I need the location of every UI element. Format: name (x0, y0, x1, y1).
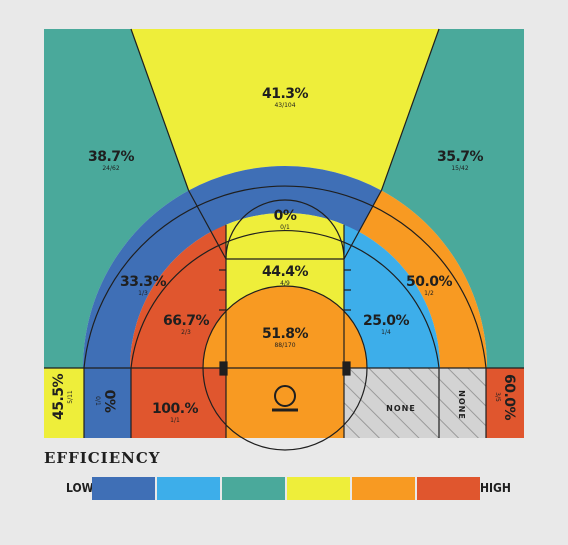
zone-made-attempts: 2/3 (181, 329, 191, 336)
zone-percentage: 44.4% (262, 264, 309, 280)
restricted-circle (202, 285, 368, 451)
zone-percentage: 41.3% (262, 86, 309, 102)
zone-percentage: 0% (101, 390, 117, 413)
legend-swatch-2 (157, 477, 220, 500)
zone-right-corner-three (486, 368, 524, 438)
zone-label-right-wing-three: 35.7%15/42 (437, 149, 484, 172)
zone-made-attempts: 1/4 (381, 329, 391, 336)
zone-right-mid-range (344, 224, 440, 368)
legend-swatch-1 (92, 477, 155, 500)
zone-made-attempts: 0/1 (280, 224, 290, 231)
zone-label-right-corner-three: 60.0%3/5 (494, 374, 517, 421)
zone-label-left-short-baseline: 100.%1/1 (152, 401, 199, 424)
zone-percentage: 0% (274, 208, 297, 224)
zone-left-corner-three (44, 368, 84, 438)
zone-percentage: 45.5% (51, 373, 67, 420)
zone-made-attempts: 88/170 (274, 342, 295, 349)
zone-made-attempts: 1/2 (424, 290, 434, 297)
zone-made-attempts: 24/62 (102, 165, 119, 172)
zone-percentage: 38.7% (88, 149, 135, 165)
zone-label-left-corner-three: 45.5% 5/11 (51, 373, 74, 420)
hoop-icon (274, 385, 296, 407)
zone-label-top-three: 41.3%43/104 (262, 86, 309, 109)
zone-percentage: 25.0% (363, 313, 410, 329)
zone-made-attempts: 43/104 (274, 102, 295, 109)
lane-lines (225, 258, 345, 438)
zone-left-mid-range (130, 224, 226, 368)
zone-percentage: NONE (386, 404, 416, 413)
zone-percentage: 33.3% (120, 274, 167, 290)
zone-label-top-long-two: 0%0/1 (274, 208, 298, 231)
zone-label-left-elbow-long-two: 33.3%1/3 (120, 274, 167, 297)
zone-right-short-baseline (344, 368, 439, 438)
legend-swatch-3 (222, 477, 285, 500)
zone-made-attempts: 3/5 (494, 392, 501, 402)
three-point-line (83, 185, 487, 438)
legend-low-label: LOW (66, 481, 94, 495)
zone-right-baseline-long-two (439, 368, 486, 438)
zone-made-attempts: 4/9 (280, 280, 290, 287)
zone-made-attempts: 1/1 (170, 417, 180, 424)
zone-label-left-wing-three: 38.7%24/62 (88, 149, 135, 172)
zone-label-right-mid-range: 25.0%1/4 (363, 313, 410, 336)
zone-percentage: 60.0% (501, 374, 517, 421)
zone-made-attempts: 15/42 (451, 165, 468, 172)
zone-made-attempts: 5/11 (67, 390, 74, 404)
legend-title: EFFICIENCY (44, 449, 161, 467)
zone-left-short-baseline (131, 368, 226, 438)
zone-made-attempts: 0/1 (94, 396, 101, 406)
zone-top-long-two (188, 166, 382, 259)
legend-high-label: HIGH (480, 481, 511, 495)
zone-percentage: 50.0% (406, 274, 453, 290)
legend-swatch-5 (352, 477, 415, 500)
zone-top-three (131, 29, 439, 191)
zone-percentage: NONE (457, 390, 466, 420)
legend-swatch-6 (417, 477, 480, 500)
zone-percentage: 35.7% (437, 149, 484, 165)
zone-left-wing-three (44, 29, 189, 368)
zone-right-elbow-long-two (344, 190, 487, 368)
zone-percentage: 100.% (152, 401, 199, 417)
right-divider (343, 190, 382, 260)
zone-label-restricted-area: 51.8%88/170 (262, 326, 309, 349)
top-left-divider (130, 28, 190, 191)
zone-left-elbow-long-two (83, 190, 226, 368)
zone-label-left-mid-range: 66.7%2/3 (163, 313, 210, 336)
zone-label-top-of-key: 44.4%4/9 (262, 264, 309, 287)
free-throw-arc (225, 199, 345, 260)
zone-label-right-baseline-long-two: NONE (457, 390, 466, 420)
zone-percentage: 51.8% (262, 326, 309, 342)
zone-label-left-baseline-long-two: 0%0/1 (94, 390, 117, 413)
lane-block (342, 361, 351, 376)
zone-percentage: 66.7% (163, 313, 210, 329)
zone-label-right-elbow-long-two: 50.0%1/2 (406, 274, 453, 297)
left-divider (188, 190, 227, 260)
top-right-divider (380, 28, 440, 191)
lane-block (219, 361, 228, 376)
zone-made-attempts: 1/3 (138, 290, 148, 297)
zone-right-wing-three (381, 29, 524, 368)
legend-swatch-4 (287, 477, 350, 500)
zone-label-right-short-baseline: NONE (386, 404, 416, 413)
zone-left-baseline-long-two (84, 368, 131, 438)
mid-range-arc (130, 229, 440, 438)
zone-restricted-area (203, 286, 367, 438)
